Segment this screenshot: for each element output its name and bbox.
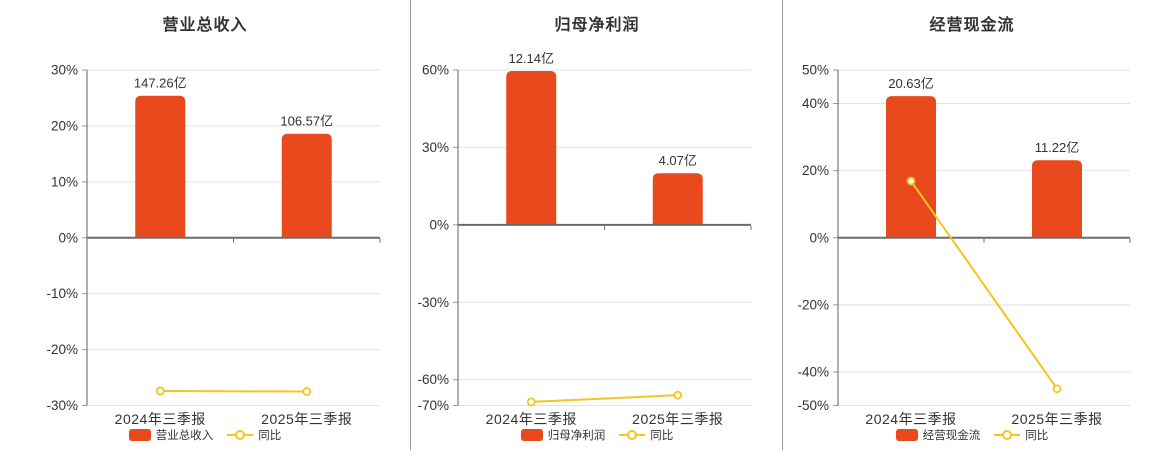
bar-value-label: 106.57亿	[280, 114, 333, 129]
legend-label: 经营现金流	[922, 430, 981, 442]
yoy-marker	[673, 390, 683, 400]
legend-line-swatch-icon	[227, 429, 254, 441]
bar	[652, 173, 703, 225]
legend-label: 同比	[650, 430, 674, 442]
legend-item-yoy[interactable]: 同比	[619, 427, 673, 443]
yoy-line	[160, 389, 307, 393]
chart-title: 经营现金流	[929, 17, 1015, 34]
bar-value-label: 20.63亿	[888, 76, 934, 91]
yoy-marker	[526, 397, 536, 407]
yoy-line	[910, 180, 1058, 390]
y-tick-label: -30%	[417, 295, 449, 310]
legend-label: 同比	[1025, 430, 1049, 442]
bar	[281, 133, 332, 238]
legend-bar-swatch-icon	[128, 429, 151, 441]
legend-line-swatch-icon	[994, 429, 1021, 441]
legend-line-marker	[627, 430, 638, 440]
legend-label: 归母净利润	[547, 430, 606, 442]
y-tick-label: 0%	[58, 230, 78, 245]
legend-item-yoy[interactable]: 同比	[227, 427, 281, 443]
y-tick-label: 0%	[809, 230, 829, 245]
y-tick-label: 30%	[51, 63, 78, 78]
y-tick-label: -70%	[417, 398, 449, 413]
chart-panel-net-profit: 归母净利润 60% 30% 0% -30% -60% -70% 12.14亿 4.07亿 20…	[410, 0, 783, 450]
x-axis-label: 2024年三季报	[114, 411, 206, 427]
legend-line-marker	[235, 430, 246, 440]
y-tick-label: -60%	[417, 372, 449, 387]
legend-line-marker	[1002, 430, 1013, 440]
chart-legend: 归母净利润 同比	[411, 427, 783, 443]
y-tick-label: -20%	[797, 297, 829, 312]
legend-item-yoy[interactable]: 同比	[994, 427, 1048, 443]
legend-bar-swatch-icon	[520, 429, 543, 441]
bar	[506, 71, 557, 225]
y-tick-label: 50%	[802, 63, 829, 78]
y-tick-label: -10%	[46, 286, 78, 301]
x-axis-label: 2025年三季报	[1011, 411, 1103, 427]
bar	[886, 96, 936, 238]
yoy-marker	[1052, 384, 1062, 394]
y-tick-label: 30%	[422, 140, 449, 155]
chart-title: 归母净利润	[554, 17, 640, 34]
bar-value-label: 11.22亿	[1035, 140, 1080, 155]
chart-legend: 经营现金流 同比	[783, 427, 1160, 443]
y-tick-label: 40%	[802, 96, 829, 111]
chart-panel-operating-cashflow: 经营现金流 50% 40% 20% 0% -20% -40% -50% 20.63亿 11.22…	[782, 0, 1160, 450]
y-tick-label: -30%	[46, 398, 78, 413]
chart-title: 营业总收入	[162, 17, 248, 34]
bar	[135, 95, 186, 238]
legend-label: 同比	[258, 430, 282, 442]
chart-canvas: 60% 30% 0% -30% -60% -70% 12.14亿 4.07亿	[417, 51, 752, 413]
chart-panel-revenue: 营业总收入 30% 20% 10% 0% -10% -20% -30% 147.26亿 106.…	[0, 0, 410, 450]
yoy-line	[531, 394, 678, 403]
bar-value-label: 12.14亿	[508, 51, 554, 66]
chart-canvas: 30% 20% 10% 0% -10% -20% -30% 147.26亿 106.57亿	[46, 63, 381, 413]
chart-canvas: 50% 40% 20% 0% -20% -40% -50% 20.63亿 11.22亿	[797, 63, 1131, 413]
x-axis-label: 2025年三季报	[261, 411, 353, 427]
y-tick-label: -20%	[46, 342, 78, 357]
yoy-marker	[906, 176, 916, 186]
y-tick-label: -40%	[797, 364, 829, 379]
y-tick-label: 60%	[422, 63, 449, 78]
y-tick-label: 0%	[429, 217, 449, 232]
y-tick-label: 20%	[51, 118, 78, 133]
y-tick-label: 10%	[51, 174, 78, 189]
bar	[1032, 160, 1082, 238]
yoy-marker	[155, 386, 165, 396]
legend-bar-swatch-icon	[895, 429, 918, 441]
legend-item-bar-series[interactable]: 归母净利润	[520, 427, 606, 443]
legend-line-swatch-icon	[619, 429, 646, 441]
legend-item-bar-series[interactable]: 经营现金流	[895, 427, 981, 443]
chart-legend: 营业总收入 同比	[0, 427, 410, 443]
x-axis-label: 2025年三季报	[632, 411, 724, 427]
legend-item-bar-series[interactable]: 营业总收入	[128, 427, 214, 443]
x-axis-label: 2024年三季报	[485, 411, 577, 427]
legend-label: 营业总收入	[155, 430, 214, 442]
y-tick-label: 20%	[802, 163, 829, 178]
bar-value-label: 4.07亿	[659, 153, 697, 168]
x-axis-label: 2024年三季报	[865, 411, 957, 427]
yoy-marker	[302, 387, 312, 396]
y-tick-label: -50%	[797, 398, 829, 413]
bar-value-label: 147.26亿	[134, 76, 187, 91]
